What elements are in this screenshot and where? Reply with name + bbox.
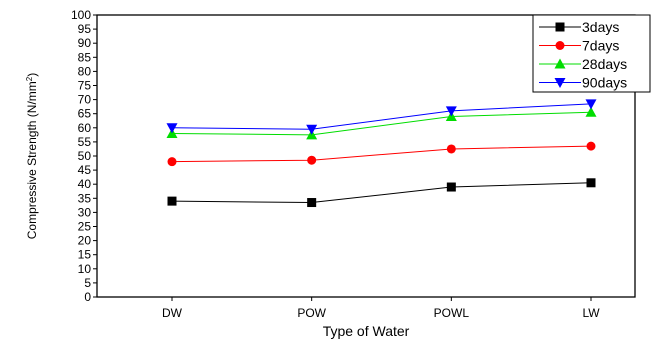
series-layer bbox=[166, 99, 597, 208]
legend-marker bbox=[555, 41, 565, 50]
series-90days bbox=[166, 99, 597, 135]
data-point-90days bbox=[166, 123, 178, 134]
data-point-3days bbox=[586, 178, 596, 188]
y-tick-label: 25 bbox=[78, 220, 92, 234]
series-line-90days bbox=[171, 103, 592, 130]
y-axis-label-end: ) bbox=[25, 73, 39, 77]
y-tick-label: 35 bbox=[78, 191, 92, 205]
series-line-7days bbox=[171, 145, 592, 163]
x-tick-label: POWL bbox=[434, 306, 470, 320]
data-point-7days bbox=[307, 155, 317, 165]
legend-marker bbox=[554, 78, 566, 88]
y-tick-label: 75 bbox=[78, 79, 92, 93]
y-axis-label-main: Compressive Strength (N/mm bbox=[25, 81, 39, 239]
x-axis-label: Type of Water bbox=[323, 323, 410, 339]
series-28days bbox=[166, 106, 597, 140]
data-point-90days bbox=[306, 124, 318, 135]
y-tick-label: 45 bbox=[78, 163, 92, 177]
y-tick-label: 10 bbox=[78, 262, 92, 276]
legend-marker bbox=[554, 58, 566, 69]
legend-label: 90days bbox=[582, 75, 627, 91]
y-axis-label-superscript: 2 bbox=[25, 76, 34, 81]
y-tick-label: 85 bbox=[78, 50, 92, 64]
legend-item-90days: 90days bbox=[539, 75, 627, 91]
series-7days bbox=[167, 141, 596, 167]
data-point-3days bbox=[307, 198, 317, 208]
legend-marker bbox=[555, 22, 565, 32]
legend-item-3days: 3days bbox=[539, 19, 619, 35]
y-tick-label: 60 bbox=[78, 121, 92, 135]
y-tick-label: 30 bbox=[78, 205, 92, 219]
data-point-7days bbox=[586, 141, 596, 151]
legend-label: 28days bbox=[582, 56, 627, 72]
y-tick-label: 95 bbox=[78, 22, 92, 36]
y-tick-label: 0 bbox=[84, 290, 91, 304]
data-point-90days bbox=[585, 99, 597, 110]
y-tick-label: 65 bbox=[78, 107, 92, 121]
y-tick-label: 50 bbox=[78, 149, 92, 163]
legend-item-28days: 28days bbox=[539, 56, 627, 72]
data-point-7days bbox=[446, 144, 456, 154]
legend: 3days 7days 28days 90days bbox=[532, 14, 651, 93]
y-axis-label: Compressive Strength (N/mm2) bbox=[25, 73, 40, 240]
y-tick-label: 15 bbox=[78, 248, 92, 262]
y-tick-label: 80 bbox=[78, 64, 92, 78]
y-tick-label: 90 bbox=[78, 36, 92, 50]
tick-marks: 0510152025303540455055606570758085909510… bbox=[71, 8, 600, 320]
data-point-3days bbox=[446, 182, 456, 192]
legend-label: 7days bbox=[582, 38, 619, 54]
y-tick-label: 70 bbox=[78, 93, 92, 107]
y-tick-label: 20 bbox=[78, 234, 92, 248]
y-tick-label: 5 bbox=[84, 276, 91, 290]
series-line-3days bbox=[171, 182, 592, 204]
y-tick-label: 100 bbox=[71, 8, 91, 22]
data-point-28days bbox=[585, 106, 597, 117]
y-tick-label: 40 bbox=[78, 177, 92, 191]
data-point-90days bbox=[445, 106, 457, 117]
series-3days bbox=[167, 178, 596, 208]
x-tick-label: DW bbox=[162, 306, 183, 320]
x-tick-label: POW bbox=[297, 306, 326, 320]
legend-item-7days: 7days bbox=[539, 38, 619, 54]
x-tick-label: LW bbox=[582, 306, 600, 320]
series-line-28days bbox=[171, 111, 592, 136]
legend-label: 3days bbox=[582, 19, 619, 35]
data-point-3days bbox=[167, 196, 177, 206]
data-point-7days bbox=[167, 157, 177, 167]
legend-box bbox=[532, 14, 651, 93]
y-tick-label: 55 bbox=[78, 135, 92, 149]
